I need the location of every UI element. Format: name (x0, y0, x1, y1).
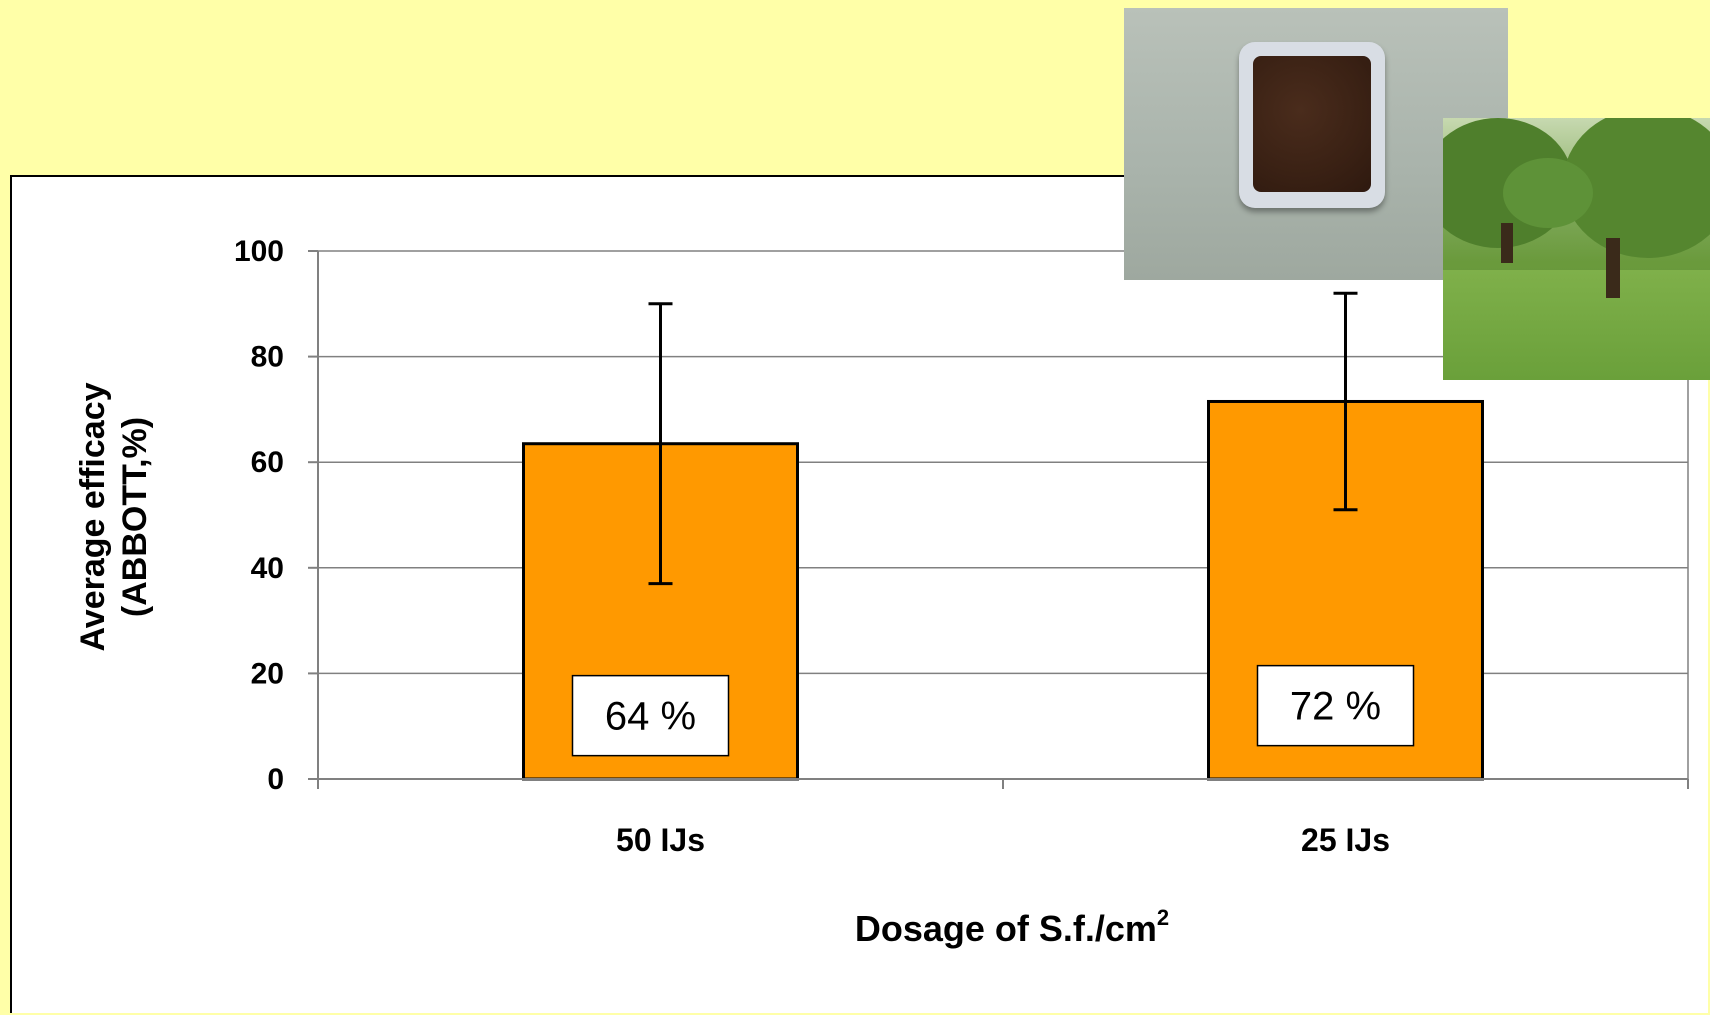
category-label: 25 IJs (1301, 822, 1390, 858)
category-labels: 50 IJs 25 IJs (616, 822, 1390, 858)
orchard-photo (1443, 118, 1710, 380)
data-label-box (571, 674, 730, 757)
y-tick-label: 100 (234, 235, 284, 268)
bar-chart: 64 % 72 % 0 20 40 60 80 100 50 IJs 25 IJs Avera… (74, 235, 1689, 949)
y-tick-label: 20 (251, 657, 284, 690)
x-axis-title: Dosage of S.f./cm2 (855, 905, 1169, 949)
tree-canopy (1503, 158, 1593, 228)
soil-fill (1253, 56, 1371, 192)
data-label: 64 % (605, 695, 696, 739)
data-label: 72 % (1290, 685, 1381, 729)
tree-trunk (1606, 238, 1620, 298)
tree-trunk (1501, 223, 1513, 263)
y-tick-label: 40 (251, 552, 284, 585)
category-label: 50 IJs (616, 822, 705, 858)
x-axis-title-superscript: 2 (1157, 905, 1169, 930)
grass-area (1443, 270, 1710, 380)
y-axis-title-line1: Average efficacy (74, 382, 112, 651)
y-axis-title-line2: (ABBOTT,%) (116, 417, 154, 617)
y-tick-label: 60 (251, 446, 284, 479)
y-tick-labels: 0 20 40 60 80 100 (234, 235, 284, 796)
chart-panel: 64 % 72 % 0 20 40 60 80 100 50 IJs 25 IJs Avera… (10, 175, 1708, 1013)
y-tick-label: 80 (251, 341, 284, 374)
x-axis-title-text: Dosage of S.f./cm (855, 908, 1157, 949)
y-tick-label: 0 (267, 763, 284, 796)
data-label-box (1256, 664, 1415, 747)
tray-shape (1239, 42, 1385, 208)
bars: 64 % 72 % (522, 291, 1484, 781)
